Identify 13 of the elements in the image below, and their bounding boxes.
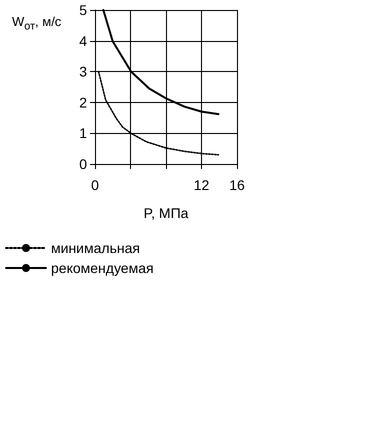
legend-label: рекомендуемая [51,260,154,276]
legend-label: минимальная [51,240,140,256]
x-tick-label: 12 [194,177,210,193]
y-tick-label: 4 [79,32,88,49]
y-tick-label: 3 [79,64,88,80]
x-axis-title: P, МПа [144,205,189,221]
y-axis-title: W$_{от}$, м/с [12,14,62,33]
y-tick-label: 1 [79,125,88,142]
x-tick-label: 0 [91,177,100,193]
y-tick-label: 5 [79,2,88,18]
x-tick-label: 16 [229,177,245,193]
y-tick-label: 0 [79,156,88,172]
y-tick-label: 2 [79,94,88,110]
